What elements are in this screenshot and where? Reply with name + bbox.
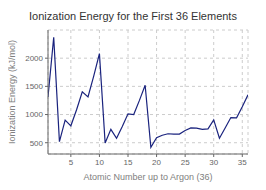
svg-text:2000: 2000 [25,54,43,63]
svg-text:1500: 1500 [25,82,43,91]
svg-text:500: 500 [30,139,44,148]
svg-text:10: 10 [95,158,104,167]
svg-text:1000: 1000 [25,110,43,119]
svg-text:5: 5 [69,158,74,167]
html-text:Ionization Energy for the Firs: Ionization Energy for the First 36 Eleme… [29,10,237,22]
svg-text:15: 15 [124,158,133,167]
svg-text:25: 25 [181,158,190,167]
svg-text:30: 30 [209,158,218,167]
svg-text:Ionization Energy (kJ/mol): Ionization Energy (kJ/mol) [8,40,17,144]
svg-text:20: 20 [152,158,161,167]
svg-text:35: 35 [238,158,247,167]
svg-text:Atomic Number up to Argon (36): Atomic Number up to Argon (36) [83,172,212,182]
